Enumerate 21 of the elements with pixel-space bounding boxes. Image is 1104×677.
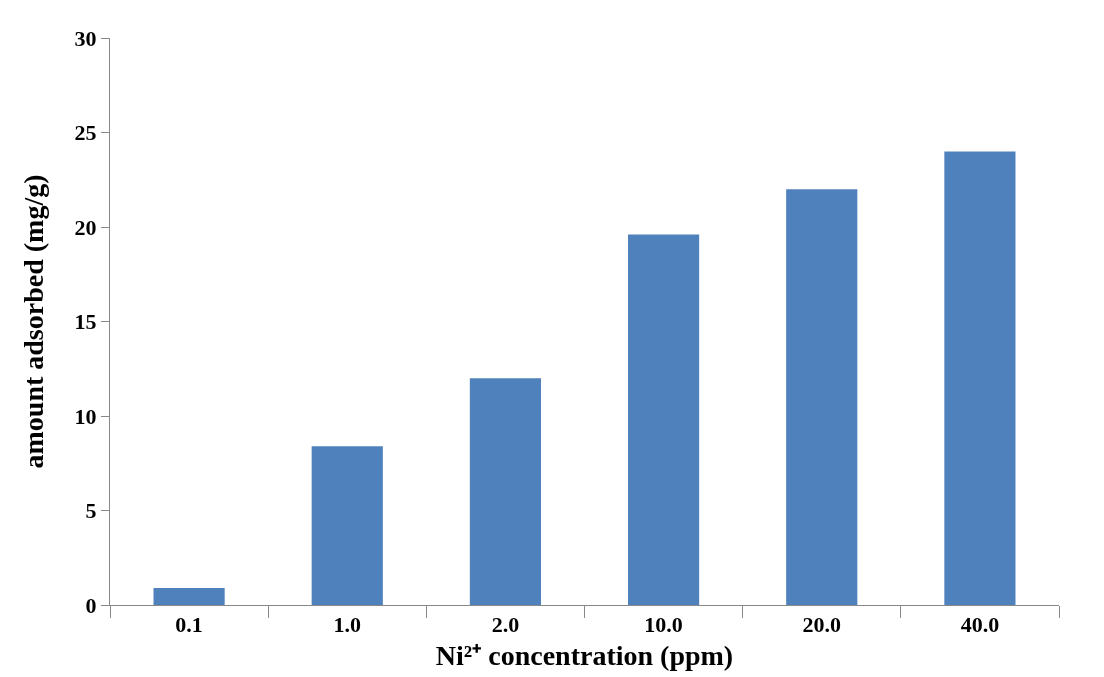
x-tick-label: 2.0	[491, 612, 520, 638]
y-axis-title: amount adsorbed (mg/g)	[18, 174, 50, 469]
bar	[944, 151, 1016, 605]
bar	[628, 234, 700, 605]
y-tick-label: 5	[85, 498, 97, 524]
y-tick-label: 20	[74, 214, 97, 240]
x-tick-label: 1.0	[333, 612, 361, 638]
x-axis-title: Ni²⁺ concentration (ppm)	[435, 639, 734, 671]
bar	[311, 446, 383, 605]
y-tick-label: 10	[74, 403, 97, 429]
y-tick-label: 30	[74, 25, 97, 51]
x-tick-label: 10.0	[644, 612, 683, 638]
y-tick-label: 15	[74, 309, 97, 335]
x-tick-label: 0.1	[175, 612, 203, 638]
bar	[469, 378, 541, 605]
y-tick-label: 0	[85, 592, 97, 618]
x-tick-label: 20.0	[802, 612, 841, 638]
x-tick-label: 40.0	[960, 612, 1000, 638]
y-tick-label: 25	[74, 120, 97, 146]
bar	[153, 587, 225, 605]
bar	[786, 189, 858, 605]
